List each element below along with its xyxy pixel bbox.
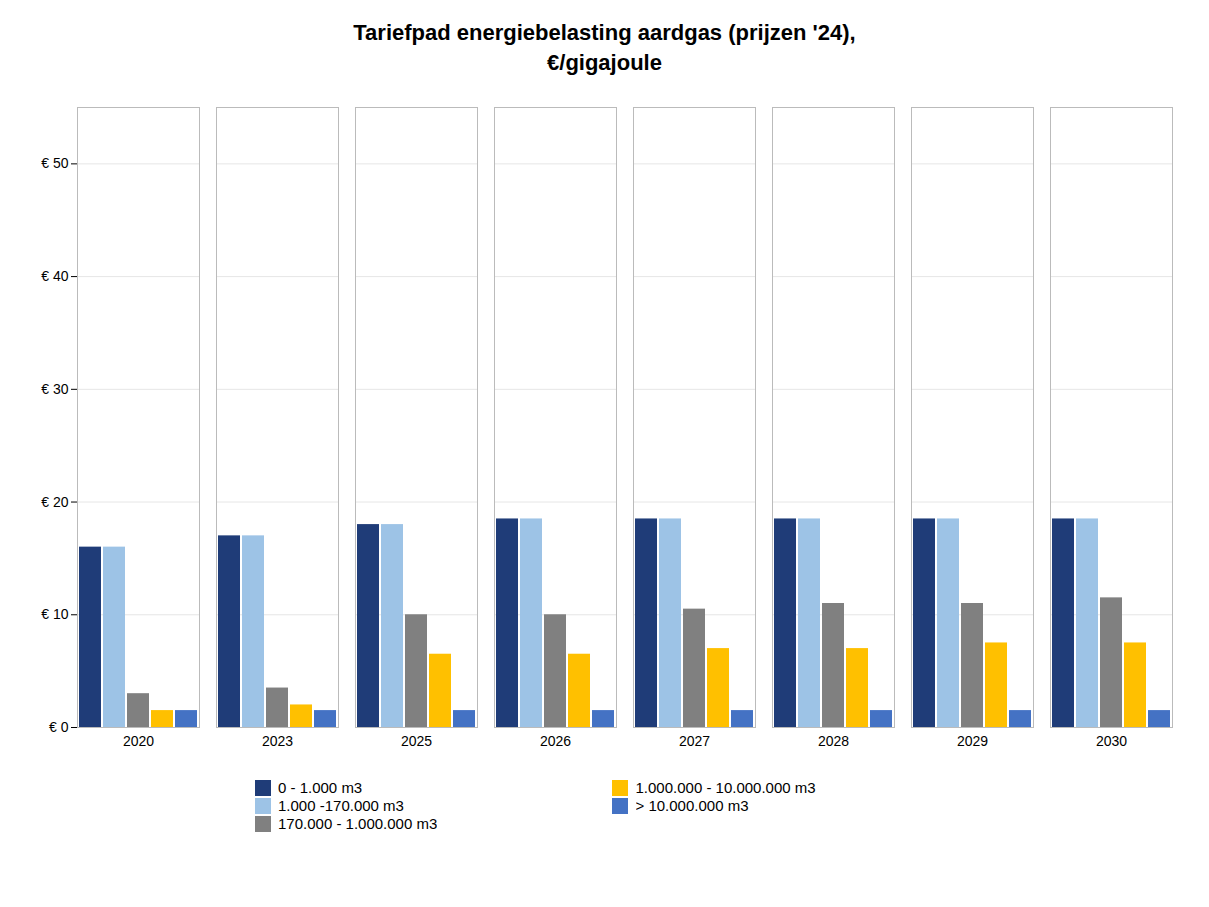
svg-text:2025: 2025 — [401, 734, 432, 750]
svg-text:2026: 2026 — [540, 734, 571, 750]
svg-text:€ 0: € 0 — [49, 719, 69, 735]
html-text:0 - 1.000 m3: 0 - 1.000 m3 — [278, 779, 363, 797]
svg-text:2020: 2020 — [123, 734, 154, 750]
svg-text:€ 40: € 40 — [41, 268, 68, 284]
html-text:Tariefpad energiebelasting aar: Tariefpad energiebelasting aardgas (prij… — [353, 20, 856, 75]
svg-text:€ 30: € 30 — [41, 381, 68, 397]
html-text:170.000 - 1.000.000 m3: 170.000 - 1.000.000 m3 — [278, 815, 438, 833]
svg-text:2028: 2028 — [818, 734, 849, 750]
html-text:> 10.000.000 m3: > 10.000.000 m3 — [635, 797, 749, 815]
html-text:1.000 -170.000 m3: 1.000 -170.000 m3 — [278, 797, 404, 815]
html-text:1.000.000 - 10.000.000 m3: 1.000.000 - 10.000.000 m3 — [635, 779, 816, 797]
svg-text:2029: 2029 — [957, 734, 988, 750]
svg-text:2023: 2023 — [262, 734, 293, 750]
svg-text:€ 50: € 50 — [41, 156, 68, 172]
svg-text:€ 10: € 10 — [41, 607, 68, 623]
svg-text:2030: 2030 — [1096, 734, 1127, 750]
svg-text:€ 20: € 20 — [41, 494, 68, 510]
svg-text:2027: 2027 — [679, 734, 710, 750]
